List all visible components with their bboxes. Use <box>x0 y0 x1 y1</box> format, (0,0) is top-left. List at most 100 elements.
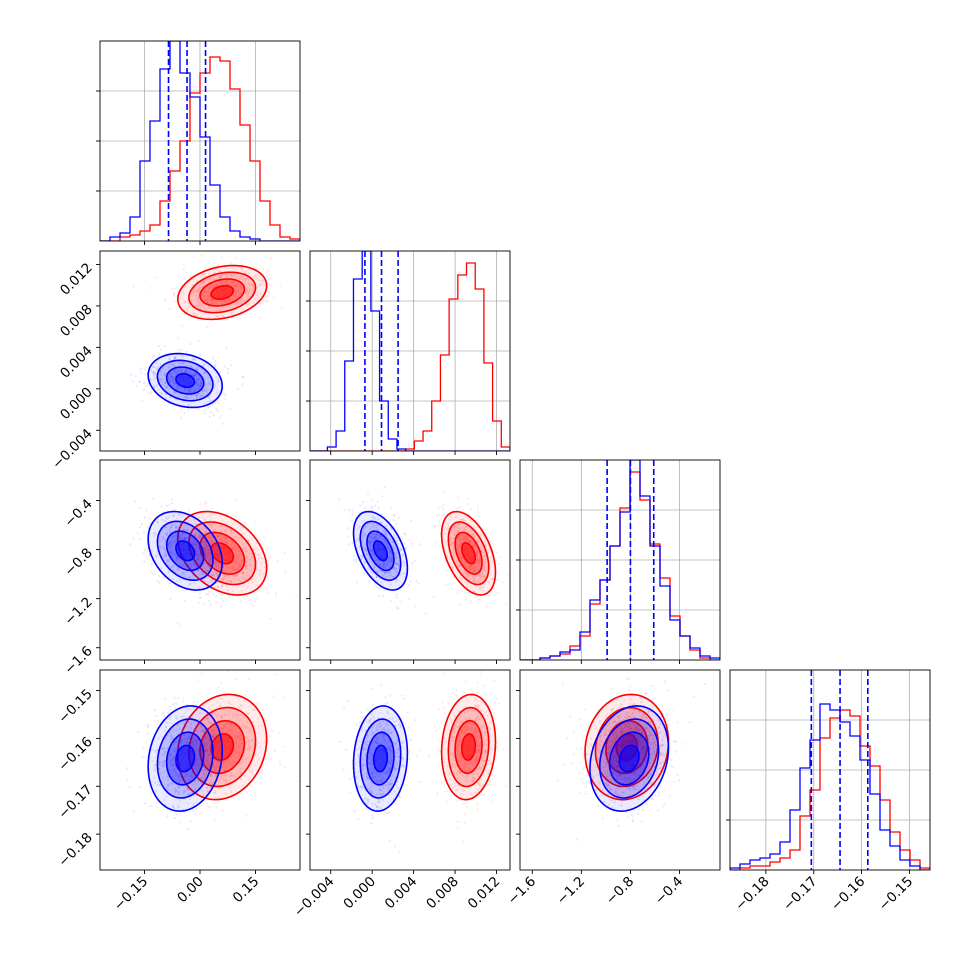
sample-point <box>206 552 210 555</box>
sample-point <box>389 506 393 509</box>
sample-point <box>268 735 271 738</box>
sample-point <box>370 549 373 552</box>
sample-point <box>259 283 262 286</box>
histogram-blue <box>100 41 300 241</box>
sample-point <box>473 705 477 708</box>
sample-point <box>218 308 221 311</box>
sample-point <box>191 733 194 736</box>
sample-point <box>246 748 249 751</box>
panel-3-0: −0.15 0.00 0.15−0.18−0.17−0.16−0.15 <box>55 669 301 914</box>
sample-point <box>168 571 171 574</box>
sample-point <box>368 529 372 532</box>
sample-point <box>167 559 170 562</box>
y-tick-label: −0.8 <box>61 545 95 579</box>
sample-point <box>192 768 196 771</box>
sample-point <box>213 733 216 736</box>
sample-point <box>152 365 155 368</box>
sample-point <box>246 571 249 574</box>
sample-point <box>165 526 168 529</box>
sample-point <box>206 756 210 759</box>
sample-point <box>238 299 242 302</box>
sample-point <box>210 772 213 775</box>
sample-point <box>443 790 447 793</box>
sample-point <box>168 541 171 544</box>
sample-point <box>178 738 182 741</box>
sample-point <box>388 556 391 559</box>
sample-point <box>176 362 180 365</box>
sample-point <box>448 777 451 781</box>
sample-point <box>410 520 413 523</box>
sample-point <box>457 776 460 779</box>
sample-point <box>165 520 168 524</box>
sample-point <box>371 508 374 512</box>
sample-point <box>254 277 257 280</box>
sample-point <box>459 792 462 795</box>
sample-point <box>178 535 182 538</box>
sample-point <box>203 518 206 521</box>
sample-point <box>180 408 183 411</box>
sample-point <box>452 759 456 762</box>
sample-point <box>381 495 384 498</box>
sample-point <box>471 708 474 711</box>
sample-point <box>369 543 372 547</box>
sample-point <box>158 388 161 391</box>
sample-point <box>170 372 173 375</box>
sample-point <box>197 557 200 560</box>
sample-point <box>196 756 199 760</box>
sample-point <box>395 579 399 582</box>
sample-point <box>196 378 199 381</box>
sample-point <box>241 571 245 574</box>
sample-point <box>169 375 173 378</box>
sample-point <box>453 762 457 766</box>
sample-point <box>227 566 230 569</box>
sample-point <box>149 378 152 381</box>
sample-point <box>244 271 247 274</box>
sample-point <box>222 577 226 580</box>
sample-point <box>469 568 472 571</box>
sample-point <box>162 714 166 718</box>
sample-point <box>265 300 269 303</box>
sample-point <box>191 290 194 294</box>
sample-point <box>206 562 209 565</box>
sample-point <box>367 762 371 765</box>
sample-point <box>155 751 158 754</box>
sample-point <box>388 561 392 565</box>
sample-point <box>381 595 385 598</box>
sample-point <box>199 502 202 506</box>
sample-point <box>224 713 227 716</box>
sample-point <box>250 556 253 560</box>
sample-point <box>243 577 246 580</box>
sample-point <box>162 384 165 387</box>
sample-point <box>205 749 208 753</box>
sample-point <box>259 279 262 282</box>
sample-point <box>442 513 445 516</box>
sample-point <box>463 789 466 793</box>
panel-3-1: −0.004 0.000 0.004 0.008 0.012 <box>291 669 511 920</box>
sample-point <box>456 544 459 547</box>
sample-point <box>171 378 174 381</box>
sample-point <box>468 566 471 569</box>
sample-point <box>424 612 428 615</box>
sample-point <box>484 554 487 557</box>
sample-point <box>208 287 211 290</box>
sample-point <box>464 561 467 564</box>
sample-point <box>204 763 207 766</box>
sample-point <box>384 770 387 773</box>
sample-point <box>163 798 166 802</box>
sample-point <box>467 537 470 540</box>
sample-point <box>393 766 396 769</box>
sample-point <box>228 735 231 738</box>
sample-point <box>458 738 461 741</box>
sample-point <box>227 276 230 279</box>
sample-point <box>241 277 244 281</box>
sample-point <box>443 736 446 740</box>
sample-point <box>214 600 218 604</box>
sample-point <box>165 504 169 507</box>
sample-point <box>167 515 170 519</box>
sample-point <box>178 577 181 581</box>
sample-point <box>193 582 196 585</box>
sample-point <box>212 523 216 527</box>
sample-point <box>196 536 199 539</box>
sample-point <box>148 554 151 557</box>
sample-point <box>168 531 171 534</box>
